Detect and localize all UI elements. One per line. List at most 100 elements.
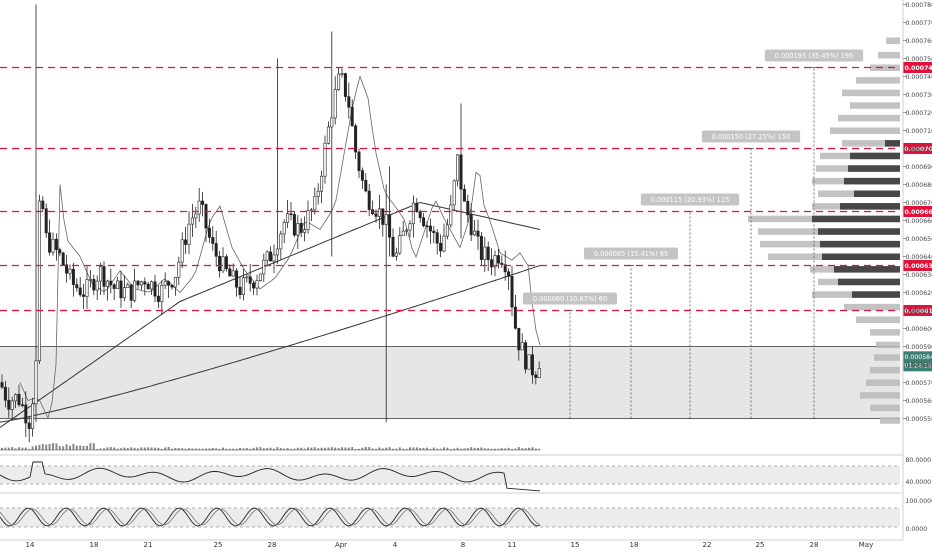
volume-profile-bar (856, 77, 900, 84)
volume-bar (45, 445, 47, 450)
volume-bar (348, 448, 350, 450)
target-label: 0.000195 (35.45%) 195 (775, 52, 854, 60)
volume-bar (508, 448, 510, 450)
candle-body (14, 394, 16, 401)
candle-body (123, 288, 125, 298)
volume-bar (157, 448, 159, 450)
rsi-tick-label: 80.0000 (906, 457, 932, 464)
volume-bar (62, 446, 64, 450)
volume-bar (147, 447, 149, 450)
candle-body (473, 231, 475, 235)
volume-profile-bar-dark (844, 178, 900, 185)
candle-body (45, 209, 47, 233)
candle-body (422, 218, 424, 226)
candle-body (467, 201, 469, 215)
volume-profile-bar-dark (854, 191, 900, 198)
candle-body (320, 176, 322, 191)
candle-body (89, 279, 91, 280)
candle-body (127, 285, 129, 288)
candle-body (307, 211, 309, 230)
volume-bar (531, 447, 533, 450)
volume-bar (55, 443, 57, 450)
candle-body (314, 196, 316, 209)
price-tick-label: 0.000550 (906, 416, 932, 423)
candle-body (25, 405, 27, 423)
candle-body (232, 271, 234, 276)
volume-bar (433, 448, 435, 450)
candle-body (201, 201, 203, 204)
candle-body (331, 118, 333, 127)
candle-body (167, 282, 169, 286)
candle-body (535, 375, 537, 378)
candle-body (280, 234, 282, 249)
candle-body (239, 287, 241, 294)
volume-bar (457, 448, 459, 450)
volume-bar (474, 448, 476, 450)
volume-profile-bar-dark (838, 279, 900, 286)
candle-body (463, 189, 465, 201)
volume-profile-bar-dark (834, 266, 900, 273)
candle-body (178, 262, 180, 277)
volume-bar (79, 445, 81, 450)
volume-bar (246, 448, 248, 450)
candle-body (82, 295, 84, 297)
volume-profile-bar (870, 329, 900, 336)
candle-body (484, 247, 486, 260)
volume-bar (134, 448, 136, 450)
candle-body (116, 281, 118, 289)
candle-body (225, 257, 227, 269)
candle-body (429, 226, 431, 231)
rsi-band (0, 466, 900, 484)
candle-body (477, 231, 479, 236)
volume-bar (130, 447, 132, 450)
volume-profile-bar (886, 38, 900, 45)
volume-profile-bar-dark (852, 291, 900, 298)
candle-body (497, 255, 499, 263)
candle-body (511, 276, 513, 307)
volume-bar (443, 447, 445, 450)
resistance-level-label: 0.000635 (905, 263, 932, 270)
volume-bar (446, 448, 448, 450)
candle-body (358, 152, 360, 171)
volume-bar (140, 447, 142, 450)
candle-body (531, 355, 533, 375)
volume-bar (300, 448, 302, 450)
candle-body (137, 281, 139, 285)
volume-profile-bar (856, 317, 900, 324)
candle-body (103, 266, 105, 286)
candle-body (443, 236, 445, 251)
candle-body (334, 90, 336, 118)
candle-body (161, 285, 163, 301)
volume-bar (18, 447, 20, 450)
candle-body (317, 191, 319, 196)
candle-body (181, 240, 183, 262)
volume-bar (66, 444, 68, 450)
volume-profile-bar (838, 115, 900, 122)
volume-bar (334, 448, 336, 450)
candle-body (337, 74, 339, 89)
candle-body (263, 260, 265, 274)
volume-bar (253, 448, 255, 450)
candle-body (507, 272, 509, 277)
time-tick-label: May (859, 541, 873, 549)
candle-body (283, 223, 285, 234)
volume-bar (86, 446, 88, 450)
time-tick-label: 28 (810, 541, 819, 549)
candle-body (174, 277, 176, 287)
candle-body (446, 225, 448, 236)
volume-profile-bar-dark (885, 140, 900, 147)
candle-body (399, 236, 401, 253)
candle-body (395, 253, 397, 256)
candle-body (171, 285, 173, 287)
candle-body (426, 226, 428, 227)
volume-profile-bar-dark (820, 241, 900, 248)
